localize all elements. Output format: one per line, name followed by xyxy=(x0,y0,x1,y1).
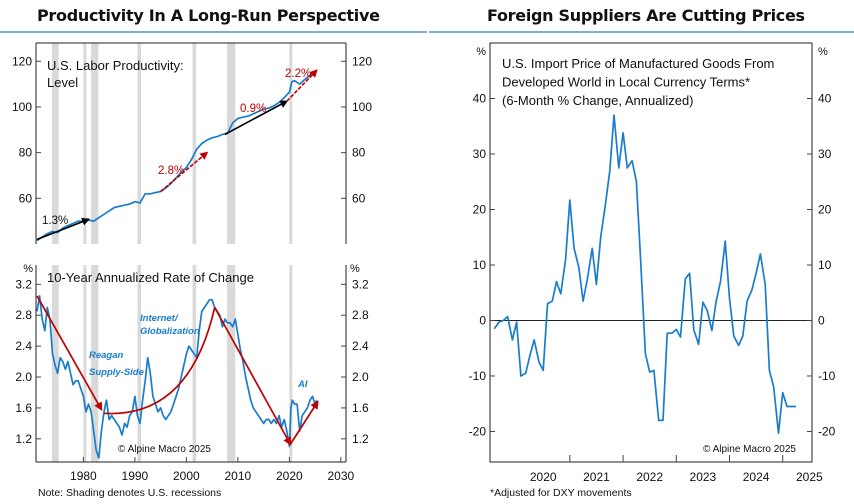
y-tick-label-right: 100 xyxy=(352,100,372,114)
y-tick-label-right: 120 xyxy=(352,54,372,68)
trend-arrow xyxy=(160,151,209,193)
x-tick-label: 1990 xyxy=(122,469,149,483)
y-tick-label-left: 100 xyxy=(12,100,32,114)
y-tick-label-right: 3.2 xyxy=(352,277,369,291)
x-tick-label: 2030 xyxy=(327,469,354,483)
trend-arrow xyxy=(224,100,289,136)
x-tick-label: 1980 xyxy=(70,469,97,483)
y-tick-label-left: -20 xyxy=(469,424,487,438)
ten-year-rate-line xyxy=(36,295,318,459)
panel-title: U.S. Import Price of Manufactured Goods … xyxy=(502,56,774,71)
productivity-level-line xyxy=(36,69,318,242)
recession-band xyxy=(83,43,87,244)
y-tick-label-right: 30 xyxy=(818,147,832,161)
x-tick-label: 2025 xyxy=(796,470,823,484)
x-tick-label: 2010 xyxy=(225,469,252,483)
y-tick-label-right: 80 xyxy=(352,146,366,160)
y-tick-label-left: 2.4 xyxy=(15,339,32,353)
trend-arrow xyxy=(286,69,318,102)
annotation-label: Supply-Side xyxy=(89,367,145,378)
plot-frame xyxy=(489,42,813,463)
recession-band xyxy=(83,265,87,462)
trend-arrow xyxy=(36,295,103,411)
trend-label: 2.8% xyxy=(158,165,184,177)
recession-band xyxy=(227,43,236,244)
right-footnote: *Adjusted for DXY movements xyxy=(490,487,632,499)
x-tick-label: 2023 xyxy=(690,470,717,484)
annotation-label: Internet/ xyxy=(140,313,179,324)
y-tick-label-right: -20 xyxy=(818,424,836,438)
recession-band xyxy=(91,43,99,244)
y-tick-label-left: 0 xyxy=(479,313,486,327)
recession-band xyxy=(137,265,142,462)
y-tick-label-left: 2.8 xyxy=(15,308,32,322)
x-tick-label: 2000 xyxy=(173,469,200,483)
y-tick-label-right: -10 xyxy=(818,369,836,383)
y-tick-label-left: 1.6 xyxy=(15,401,32,415)
y-unit-label-right: % xyxy=(350,263,360,275)
trend-label: 2.2% xyxy=(285,68,311,80)
recession-band xyxy=(137,43,142,244)
panel-title: Level xyxy=(47,75,78,90)
y-tick-label-right: 2.0 xyxy=(352,370,369,384)
import-price-line xyxy=(493,114,796,434)
recession-band xyxy=(51,43,59,244)
y-tick-label-left: 3.2 xyxy=(15,277,32,291)
panel-title: (6-Month % Change, Annualized) xyxy=(502,93,694,108)
title-divider xyxy=(0,31,427,33)
x-tick-label: 2024 xyxy=(743,470,770,484)
panel-title: 10-Year Annualized Rate of Change xyxy=(47,270,254,285)
title-divider xyxy=(429,31,854,33)
recession-band xyxy=(227,265,236,462)
x-tick-label: 2022 xyxy=(636,470,663,484)
y-tick-label-right: 1.6 xyxy=(352,401,369,415)
left-chart-title: Productivity In A Long-Run Perspective xyxy=(37,6,380,25)
x-tick-label: 2020 xyxy=(530,470,557,484)
y-tick-label-left: -10 xyxy=(469,369,487,383)
recession-band xyxy=(289,43,293,244)
y-tick-label-right: 1.2 xyxy=(352,432,369,446)
credit-label: © Alpine Macro 2025 xyxy=(118,444,211,455)
y-unit-label-right: % xyxy=(818,46,828,58)
y-tick-label-left: 60 xyxy=(19,191,33,205)
y-tick-label-left: 20 xyxy=(473,202,487,216)
trend-curve xyxy=(103,307,216,415)
annotation-label: Globalization xyxy=(140,326,200,337)
annotation-label: Reagan xyxy=(89,350,124,361)
recession-band xyxy=(289,265,293,462)
panel-title: Developed World in Local Currency Terms* xyxy=(502,75,750,90)
right-chart-title: Foreign Suppliers Are Cutting Prices xyxy=(487,6,805,25)
y-tick-label-left: 120 xyxy=(12,54,32,68)
y-tick-label-right: 2.4 xyxy=(352,339,369,353)
trend-label: 0.9% xyxy=(240,103,266,115)
y-tick-label-left: 40 xyxy=(473,91,487,105)
y-tick-label-left: 1.2 xyxy=(15,432,32,446)
trend-arrow xyxy=(289,400,319,445)
y-tick-label-right: 60 xyxy=(352,191,366,205)
x-tick-label: 2020 xyxy=(276,469,303,483)
left-footnote: Note: Shading denotes U.S. recessions xyxy=(38,487,222,499)
y-tick-label-right: 10 xyxy=(818,258,832,272)
trend-label: 1.3% xyxy=(42,215,68,227)
trend-arrow xyxy=(36,217,91,241)
recession-band xyxy=(91,265,99,462)
y-tick-label-left: 30 xyxy=(473,147,487,161)
y-tick-label-left: 10 xyxy=(473,258,487,272)
x-tick-label: 2021 xyxy=(583,470,610,484)
y-unit-label-left: % xyxy=(476,46,486,58)
annotation-label: AI xyxy=(297,379,308,390)
y-unit-label-left: % xyxy=(23,263,33,275)
y-tick-label-right: 20 xyxy=(818,202,832,216)
panel-title: U.S. Labor Productivity: xyxy=(47,58,184,73)
trend-arrow xyxy=(213,307,292,446)
y-tick-label-right: 2.8 xyxy=(352,308,369,322)
recession-band xyxy=(192,43,197,244)
y-tick-label-left: 2.0 xyxy=(15,370,32,384)
y-tick-label-left: 80 xyxy=(19,146,33,160)
y-tick-label-right: 0 xyxy=(818,313,825,327)
y-tick-label-right: 40 xyxy=(818,91,832,105)
credit-label: © Alpine Macro 2025 xyxy=(703,444,796,455)
